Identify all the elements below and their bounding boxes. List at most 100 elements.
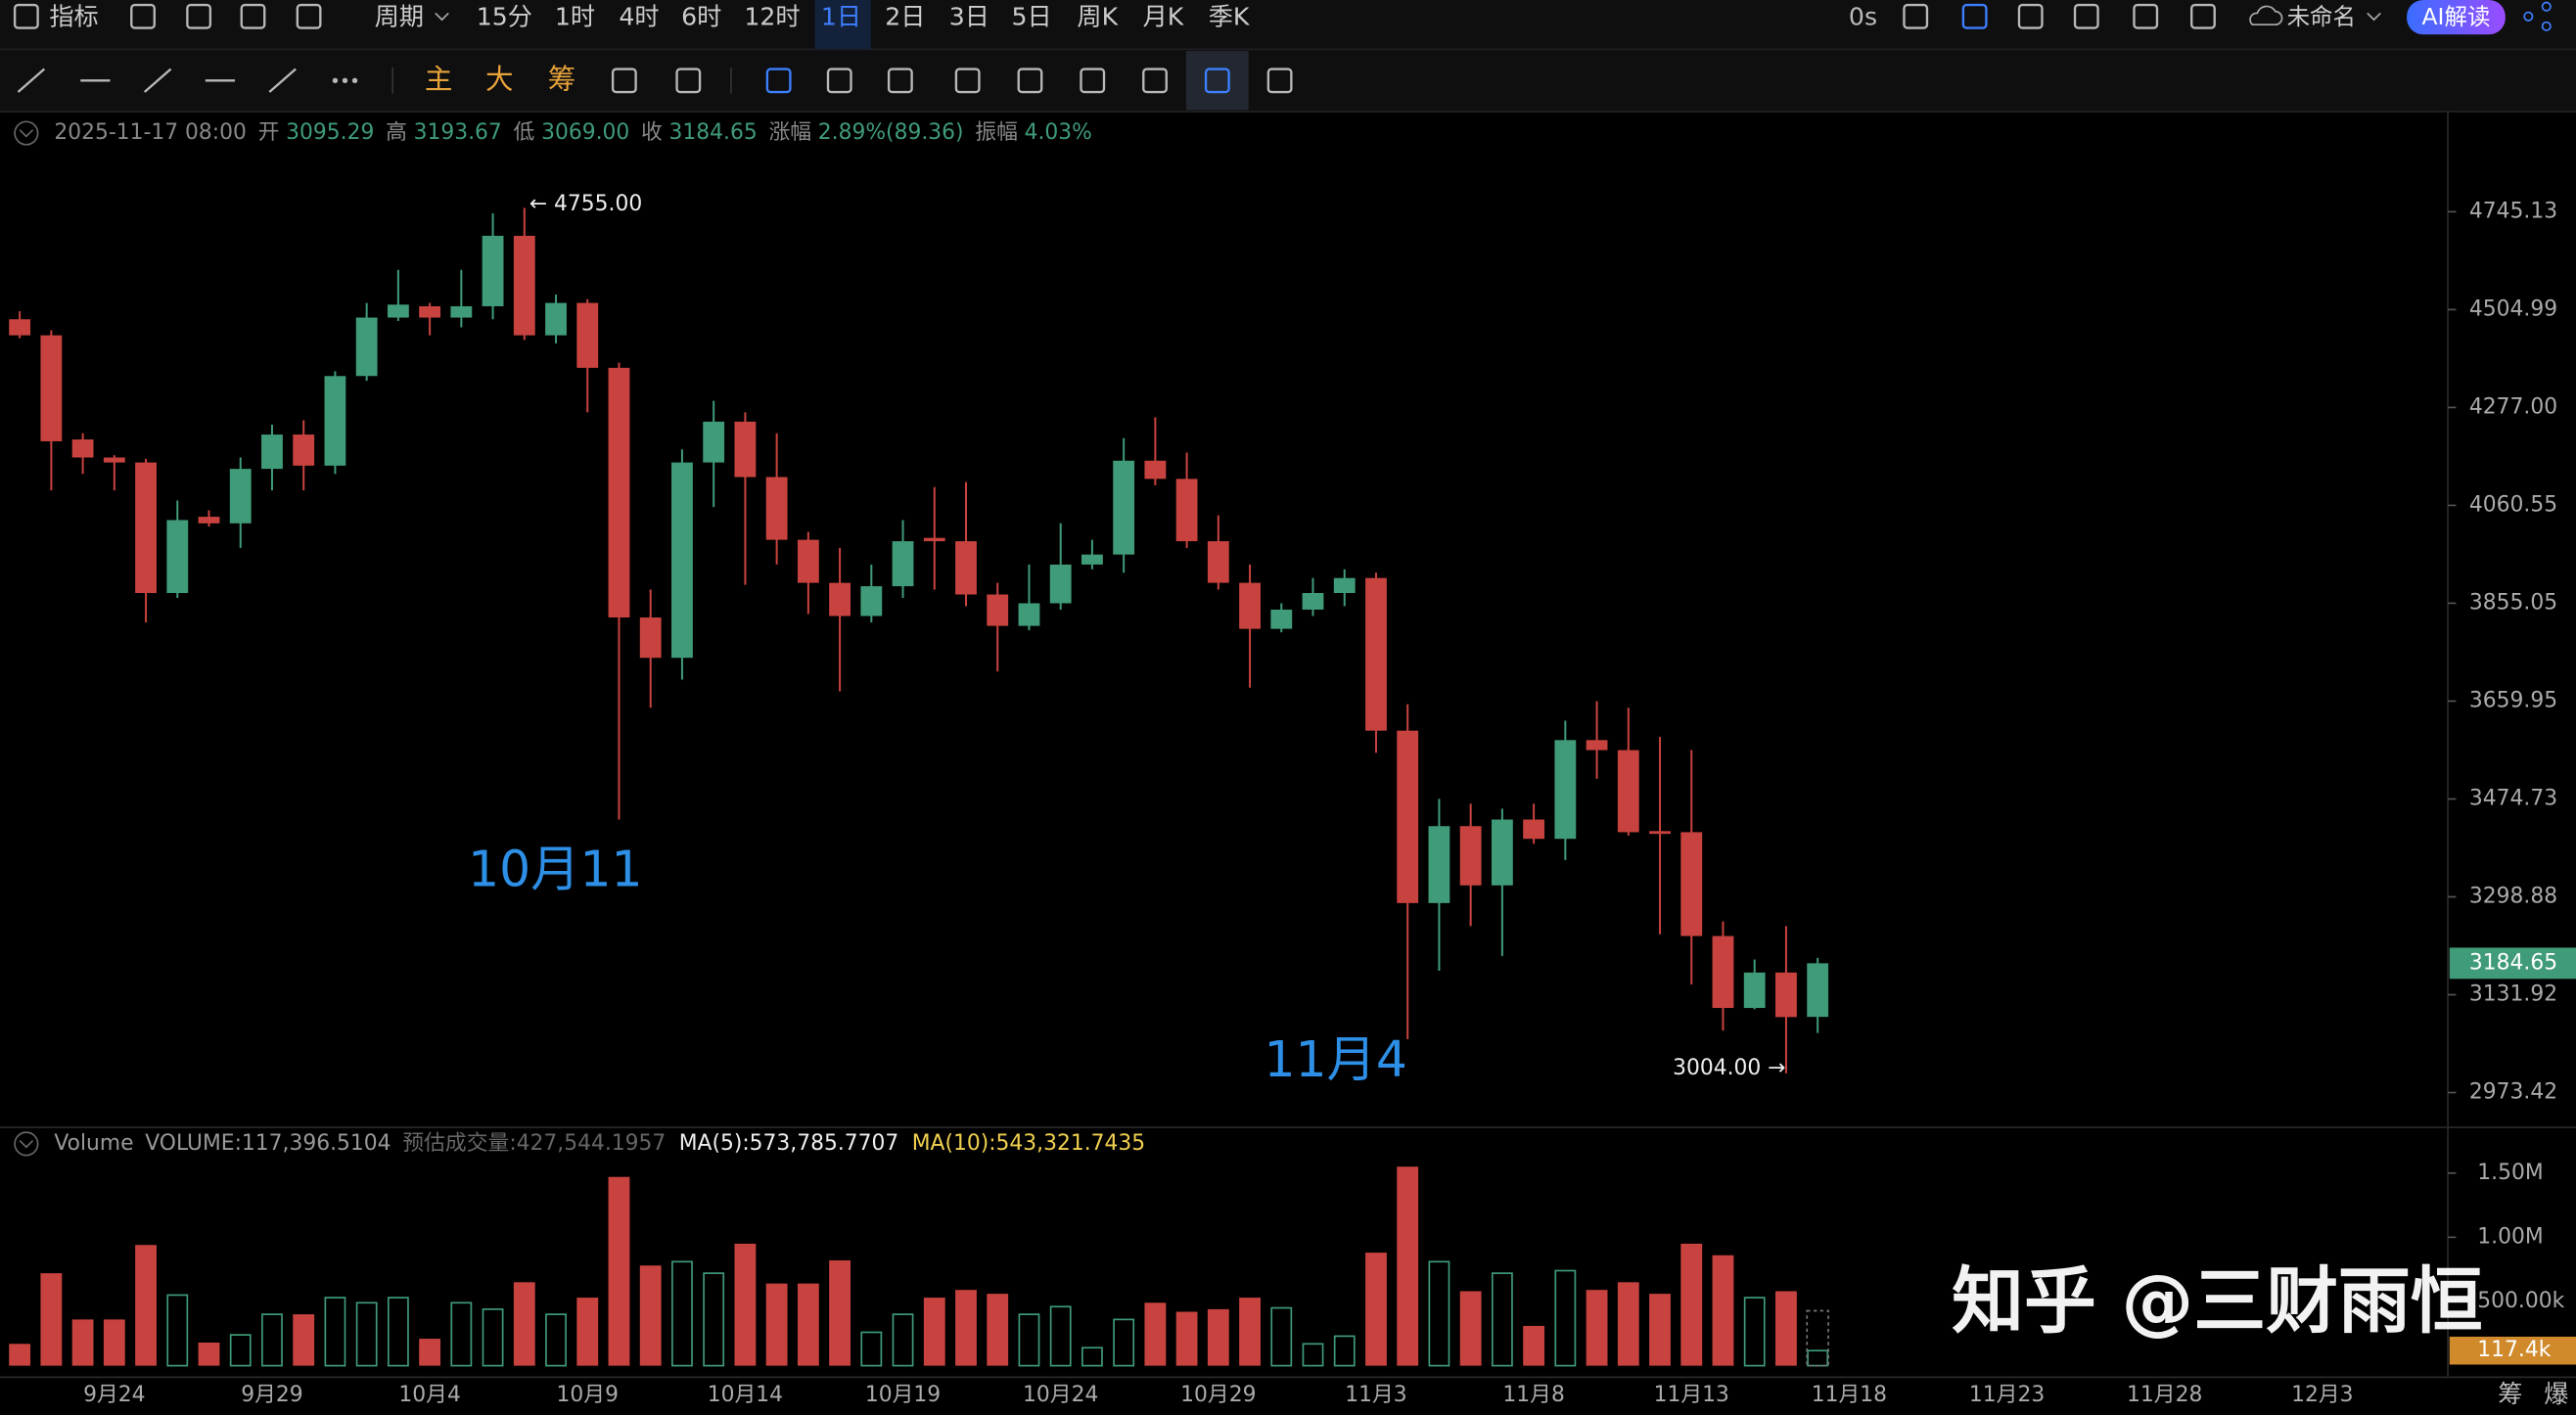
icon-stroke xyxy=(1017,68,1043,94)
main-tool-button[interactable]: 主 xyxy=(425,63,453,95)
toolbar-icon[interactable] xyxy=(2190,3,2216,29)
candle-body xyxy=(40,335,63,441)
volume-bar xyxy=(1113,1318,1135,1367)
toolbar-icon[interactable] xyxy=(13,3,39,29)
interval-button[interactable]: 1日 xyxy=(821,2,861,30)
x-tick-label: 10月9 xyxy=(557,1383,619,1407)
volume-bar xyxy=(1175,1311,1198,1366)
main-tool-button[interactable]: 大 xyxy=(485,63,514,95)
toolbar-icon[interactable] xyxy=(240,3,266,29)
interval-button[interactable]: 1时 xyxy=(555,2,595,30)
volume-bar xyxy=(229,1334,252,1367)
toolbar-icon[interactable] xyxy=(2133,3,2159,29)
toolbar-icon[interactable] xyxy=(2017,3,2044,29)
volume-bar xyxy=(1523,1325,1545,1366)
x-tick-label: 10月24 xyxy=(1023,1383,1098,1407)
toolbar-icon[interactable] xyxy=(954,68,981,94)
toolbar-icon[interactable] xyxy=(887,68,913,94)
toolbar-icon[interactable] xyxy=(675,68,702,94)
toolbar-icon[interactable] xyxy=(17,68,46,93)
toolbar-icon[interactable] xyxy=(268,68,297,93)
toolbar-icon[interactable] xyxy=(1017,68,1043,94)
volume-bar xyxy=(545,1313,567,1367)
interval-button[interactable]: 5日 xyxy=(1012,2,1052,30)
icon-stroke xyxy=(1142,68,1168,94)
candle-body xyxy=(829,582,851,616)
volume-bar xyxy=(355,1301,378,1367)
info-label: 高 xyxy=(386,120,407,145)
ai-button-label[interactable]: AI解读 xyxy=(2421,3,2490,30)
candle-body xyxy=(355,317,378,377)
high-annotation: ← 4755.00 xyxy=(529,192,642,216)
interval-button[interactable]: 6时 xyxy=(681,2,721,30)
volume-bar xyxy=(135,1245,157,1366)
interval-button[interactable]: 季K xyxy=(1209,2,1251,30)
period-button[interactable]: 周期 xyxy=(375,2,424,30)
interval-button[interactable]: 12时 xyxy=(744,2,800,30)
toolbar-icon[interactable] xyxy=(186,3,212,29)
volume-bar xyxy=(387,1297,409,1367)
interval-button[interactable]: 月K xyxy=(1143,2,1185,30)
toolbar-icon[interactable] xyxy=(296,3,322,29)
toolbar-icon[interactable] xyxy=(1142,68,1168,94)
icon-stroke xyxy=(1903,3,1929,29)
collapse-icon xyxy=(19,129,34,138)
main-tool-button[interactable]: 筹 xyxy=(548,63,576,95)
toolbar-icon[interactable] xyxy=(765,68,792,94)
candle-body xyxy=(1523,819,1545,840)
toolbar-icon[interactable] xyxy=(826,68,852,94)
timer: 0s xyxy=(1849,2,1877,30)
file-name[interactable]: 未命名 xyxy=(2287,3,2356,30)
info-value: 2.89%(89.36) xyxy=(818,120,964,145)
volume-bar xyxy=(324,1297,346,1367)
corner-button[interactable]: 筹 xyxy=(2498,1380,2522,1408)
toolbar-icon[interactable] xyxy=(611,68,637,94)
candle-body xyxy=(860,586,883,616)
icon-stroke xyxy=(1961,3,1988,29)
toolbar-icon[interactable] xyxy=(1204,68,1230,94)
toolbar-icon[interactable] xyxy=(1903,3,1929,29)
collapse-icon[interactable] xyxy=(14,120,39,146)
info-value: 3069.00 xyxy=(541,120,629,145)
toolbar-icon[interactable] xyxy=(130,3,156,29)
x-tick-label: 11月13 xyxy=(1654,1383,1729,1407)
volume-bar xyxy=(9,1344,31,1366)
y-tick-label: 4504.99 xyxy=(2469,297,2557,321)
ai-button[interactable] xyxy=(2407,0,2506,35)
toolbar-icon[interactable] xyxy=(1961,3,1988,29)
toolbar-icon[interactable] xyxy=(1080,68,1106,94)
candle-body xyxy=(324,376,346,466)
interval-button[interactable]: 3日 xyxy=(949,2,989,30)
icon-stroke xyxy=(1080,68,1106,94)
volume-bar xyxy=(419,1339,441,1366)
x-tick-label: 10月14 xyxy=(708,1383,783,1407)
toolbar-icon[interactable] xyxy=(332,77,358,83)
icon-stroke xyxy=(611,68,637,94)
icon-stroke xyxy=(2017,3,2044,29)
corner-button[interactable]: 爆 xyxy=(2544,1380,2568,1408)
volume-bar xyxy=(829,1260,851,1366)
interval-button[interactable]: 4时 xyxy=(619,2,659,30)
interval-button[interactable]: 周K xyxy=(1077,2,1119,30)
share-icon[interactable] xyxy=(2523,1,2552,31)
toolbar-icon[interactable] xyxy=(2073,3,2099,29)
selected-interval-background xyxy=(814,0,871,50)
interval-button[interactable]: 15分 xyxy=(477,2,532,30)
icon-stroke xyxy=(2133,3,2159,29)
volume-bar xyxy=(261,1313,283,1367)
volume-bar xyxy=(103,1319,125,1366)
toolbar-icon[interactable] xyxy=(1266,68,1293,94)
candle-body xyxy=(608,367,630,618)
toolbar-icon[interactable] xyxy=(143,68,172,93)
info-label: 涨幅 xyxy=(768,120,811,145)
info-time: 2025-11-17 08:00 xyxy=(54,120,247,145)
icon-stroke xyxy=(240,3,266,29)
volume-bar xyxy=(40,1273,63,1366)
icon-stroke xyxy=(954,68,981,94)
legend-ma5: MA(5):573,785.7707 xyxy=(679,1131,899,1156)
icon-stroke xyxy=(765,68,792,94)
interval-button[interactable]: 2日 xyxy=(885,2,925,30)
note-label: 11月4 xyxy=(1264,1030,1406,1088)
indicator-button[interactable]: 指标 xyxy=(49,2,98,30)
collapse-icon[interactable] xyxy=(14,1131,39,1157)
